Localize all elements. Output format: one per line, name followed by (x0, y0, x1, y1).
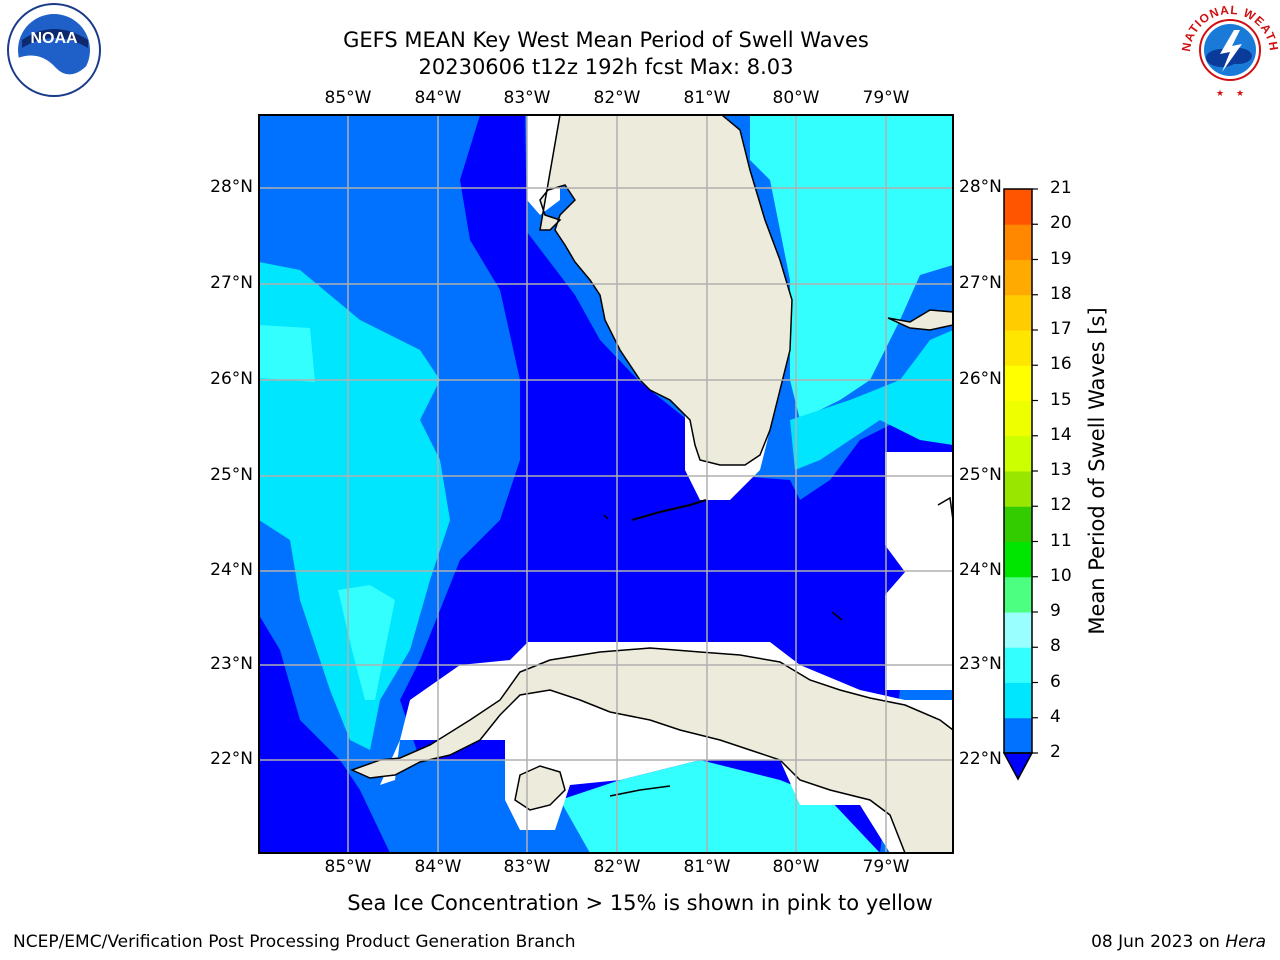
lon-tick-bottom: 80°W (772, 857, 820, 877)
colorbar-segment (1004, 647, 1032, 683)
svg-text:★: ★ (1236, 89, 1244, 99)
swell-band-6-8-west (259, 325, 315, 382)
swell-band-under-2-west (259, 615, 390, 853)
colorbar-tick-label: 2 (1050, 742, 1061, 762)
swell-band-6-8-west2 (338, 585, 395, 700)
swell-band-4-6-east (790, 330, 953, 470)
colorbar-tick-label: 21 (1050, 178, 1072, 198)
lat-tick-left: 27°N (210, 273, 253, 293)
lon-tick-top: 79°W (862, 88, 910, 108)
lat-tick-left: 23°N (210, 654, 253, 674)
lat-tick-left: 24°N (210, 560, 253, 580)
swell-band-4-6-west (259, 262, 450, 750)
footer-timestamp: 08 Jun 2023 on Hera (1091, 932, 1266, 952)
lon-tick-bottom: 81°W (683, 857, 731, 877)
colorbar-segment (1004, 189, 1032, 225)
lon-tick-top: 83°W (503, 88, 551, 108)
swell-band-6-8-south (560, 760, 880, 853)
bahamas-land (887, 309, 953, 331)
colorbar-tick-label: 8 (1050, 636, 1061, 657)
colorbar-tick-label: 14 (1050, 424, 1072, 445)
colorbar-segment (1004, 400, 1032, 437)
lon-tick-top: 80°W (772, 88, 820, 108)
swell-band-6-8-east (750, 115, 953, 420)
lat-tick-right: 23°N (959, 654, 1002, 674)
colorbar-under-extend (1002, 752, 1034, 781)
sea-ice-caption: Sea Ice Concentration > 15% is shown in … (347, 891, 933, 915)
lat-tick-left: 25°N (210, 465, 253, 485)
colorbar-segment (1004, 224, 1032, 260)
noaa-logo-text: NOAA (30, 30, 78, 47)
nws-logo: NATIONAL WEATHER SERVICE ★ ★ (1176, 0, 1280, 99)
colorbar-tick-label: 4 (1050, 706, 1061, 727)
lat-tick-right: 28°N (959, 177, 1002, 197)
colorbar-segment (1004, 259, 1032, 296)
footer-date: 08 Jun 2023 on (1091, 932, 1226, 952)
svg-text:★: ★ (1216, 89, 1224, 99)
colorbar-segment (1004, 682, 1032, 719)
lon-tick-bottom: 79°W (862, 857, 910, 877)
colorbar-segment (1004, 506, 1032, 542)
map-title: GEFS MEAN Key West Mean Period of Swell … (343, 28, 869, 52)
lat-tick-right: 24°N (959, 560, 1002, 580)
colorbar-segment (1004, 541, 1032, 578)
colorbar-tick-label: 13 (1050, 460, 1072, 480)
lon-tick-top: 82°W (593, 88, 641, 108)
colorbar-tick-label: 11 (1050, 530, 1072, 551)
footer-branch: NCEP/EMC/Verification Post Processing Pr… (13, 932, 576, 952)
colorbar-tick-label: 9 (1050, 601, 1061, 621)
colorbar-tick-label: 12 (1050, 495, 1072, 516)
colorbar-tick-label: 15 (1050, 389, 1072, 410)
florida-keys (631, 499, 707, 521)
map-subtitle: 20230606 t12z 192h fcst Max: 8.03 (418, 55, 794, 79)
lon-tick-bottom: 84°W (414, 857, 462, 877)
florida-land (539, 115, 793, 466)
lon-tick-bottom: 82°W (593, 857, 641, 877)
footer-host: Hera (1225, 932, 1266, 952)
lat-tick-right: 26°N (959, 369, 1002, 389)
colorbar-segment (1004, 717, 1032, 754)
colorbar-segment (1004, 365, 1032, 401)
lat-tick-right: 27°N (959, 273, 1002, 293)
lat-tick-right: 22°N (959, 749, 1002, 769)
swell-period-field (259, 115, 953, 853)
lat-tick-right: 25°N (959, 465, 1002, 485)
colorbar (1002, 188, 1038, 781)
lat-tick-left: 28°N (210, 177, 253, 197)
lon-tick-top: 81°W (683, 88, 731, 108)
colorbar-segment (1004, 612, 1032, 648)
lon-tick-top: 85°W (324, 88, 372, 108)
colorbar-segment (1004, 471, 1032, 507)
colorbar-tick-label: 6 (1050, 671, 1061, 692)
lon-tick-bottom: 85°W (324, 857, 372, 877)
colorbar-tick-label: 17 (1050, 319, 1072, 339)
colorbar-segment (1004, 435, 1032, 472)
colorbar-tick-label: 19 (1050, 248, 1072, 269)
cuba-land (349, 647, 953, 853)
colorbar-segment (1004, 330, 1032, 366)
colorbar-segment (1004, 294, 1032, 331)
colorbar-tick-label: 20 (1050, 213, 1072, 234)
lat-tick-left: 22°N (210, 749, 253, 769)
colorbar-tick-label: 10 (1050, 565, 1072, 586)
colorbar-tick-label: 18 (1050, 283, 1072, 304)
lon-tick-bottom: 83°W (503, 857, 551, 877)
lat-tick-left: 26°N (210, 369, 253, 389)
lon-tick-top: 84°W (414, 88, 462, 108)
graticule (259, 115, 953, 853)
colorbar-label: Mean Period of Swell Waves [s] (1085, 307, 1109, 635)
noaa-logo: NOAA (7, 3, 101, 97)
colorbar-segment (1004, 576, 1032, 613)
colorbar-tick-label: 16 (1050, 354, 1072, 375)
